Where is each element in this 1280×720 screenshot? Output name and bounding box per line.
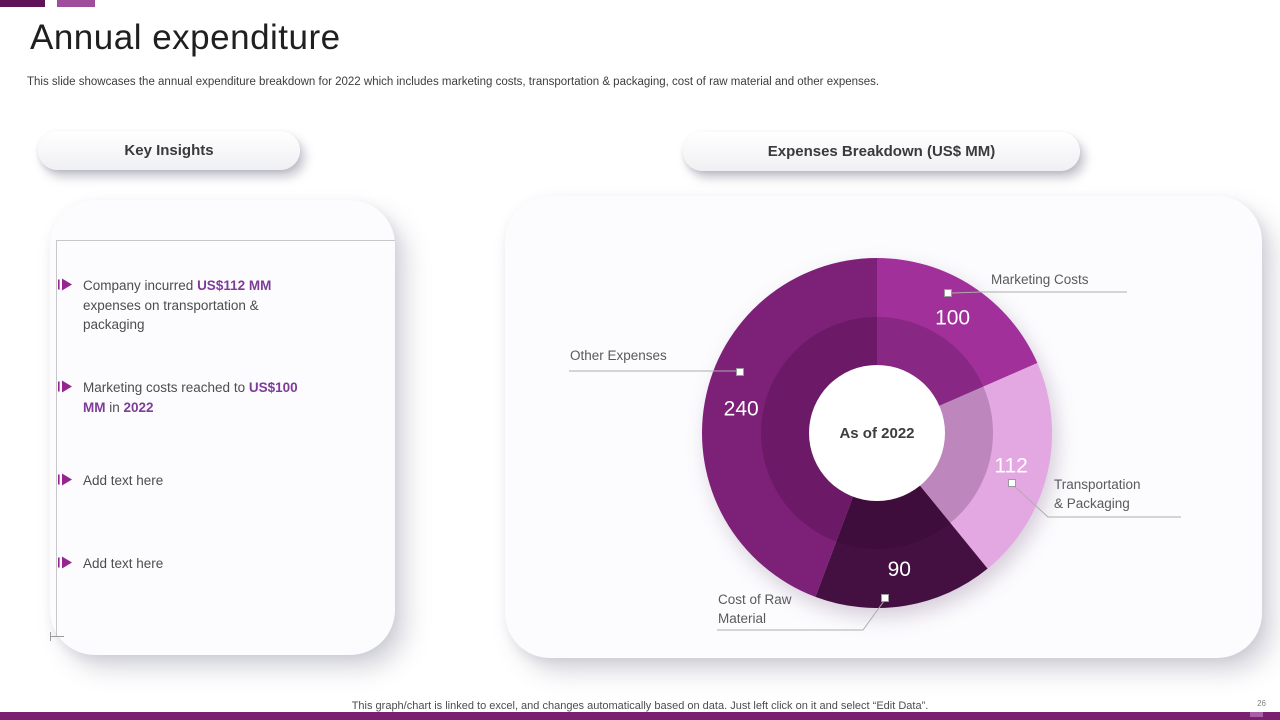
segment-label-transportation-packaging: Transportation & Packaging: [1054, 477, 1141, 511]
segment-label-cost-of-raw-material: Cost of Raw Material: [718, 592, 792, 626]
insights-card: Company incurred US$112 MM expenses on t…: [50, 200, 395, 655]
card-border-left-line: [56, 240, 57, 637]
top-accent-bar-light: [57, 0, 95, 7]
chart-card: 100 112 90 240 As of 2022 Marketing Costs T…: [505, 196, 1262, 658]
footer-note: This graph/chart is linked to excel, and…: [351, 700, 929, 712]
top-accent-bar-dark: [0, 0, 45, 7]
slide-subtitle: This slide showcases the annual expendit…: [27, 76, 880, 88]
expenses-breakdown-header-pill: Expenses Breakdown (US$ MM): [683, 132, 1080, 171]
card-corner-tick-vertical: [50, 632, 51, 641]
insight-item[interactable]: Add text here: [58, 554, 378, 574]
insight-text: Add text here: [83, 556, 164, 571]
insights-list: Company incurred US$112 MM expenses on t…: [50, 200, 395, 655]
chart-center-circle: As of 2022: [809, 365, 945, 501]
key-insights-header-label: Key Insights: [124, 142, 214, 159]
segment-value-label: 112: [994, 455, 1027, 478]
bottom-accent-tick: [1250, 712, 1263, 717]
key-insights-header-pill: Key Insights: [38, 131, 300, 170]
insight-item[interactable]: Add text here: [58, 471, 378, 491]
insight-item[interactable]: Company incurred US$112 MM expenses on t…: [58, 276, 378, 335]
insight-text: Marketing costs reached to US$100 MM in …: [83, 380, 298, 415]
chart-center-label: As of 2022: [839, 424, 915, 442]
insight-text: Company incurred US$112 MM expenses on t…: [83, 278, 272, 333]
card-corner-tick: [50, 636, 64, 637]
arrow-bullet-icon: [58, 556, 73, 574]
segment-label-other-expenses: Other Expenses: [570, 348, 667, 363]
insight-text: Add text here: [83, 473, 164, 488]
insight-item[interactable]: Marketing costs reached to US$100 MM in …: [58, 378, 378, 417]
segment-value-label: 90: [888, 558, 911, 581]
arrow-bullet-icon: [58, 278, 73, 296]
segment-value-label: 240: [724, 397, 759, 420]
pie-segment-other-expenses[interactable]: [702, 258, 877, 597]
arrow-bullet-icon: [58, 473, 73, 491]
segment-label-marketing-costs: Marketing Costs: [991, 272, 1089, 287]
arrow-bullet-icon: [58, 380, 73, 398]
pie-segment-cost-of-raw-material[interactable]: [815, 433, 988, 608]
page-title: Annual expenditure: [30, 18, 341, 57]
card-border-top-line: [56, 240, 395, 241]
segment-value-label: 100: [935, 307, 970, 330]
page-number: 26: [1257, 699, 1266, 708]
expenses-breakdown-header-label: Expenses Breakdown (US$ MM): [767, 143, 996, 160]
bottom-accent-bar: [0, 712, 1280, 720]
